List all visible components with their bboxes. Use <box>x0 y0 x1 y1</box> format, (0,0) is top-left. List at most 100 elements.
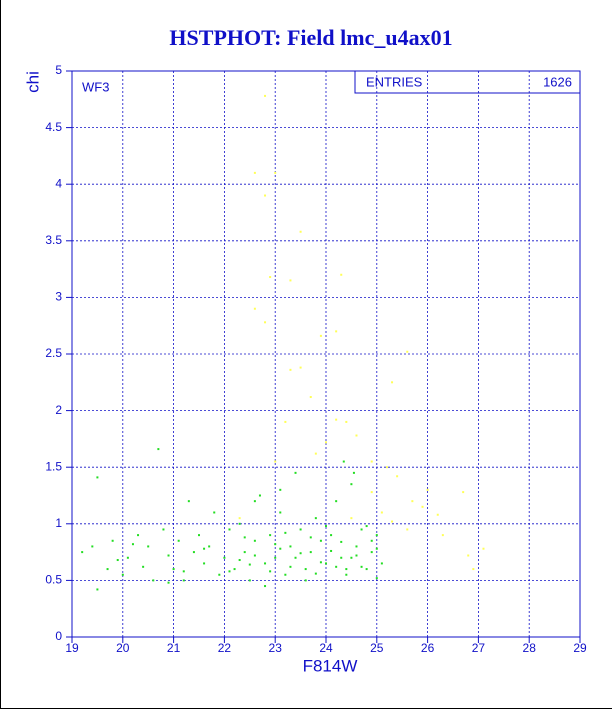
point <box>116 559 119 562</box>
point <box>352 471 355 474</box>
point <box>81 551 84 554</box>
point <box>253 307 256 310</box>
point <box>111 539 114 542</box>
y-tick-label: 0 <box>55 629 62 643</box>
point <box>253 539 256 542</box>
point <box>243 536 246 539</box>
point <box>360 528 363 531</box>
point <box>380 562 383 565</box>
point <box>223 556 226 559</box>
point <box>325 525 327 528</box>
point <box>279 547 282 550</box>
point <box>309 396 312 399</box>
point <box>177 539 180 542</box>
point <box>350 483 353 486</box>
point <box>274 556 277 559</box>
stats-value: 1626 <box>543 74 572 89</box>
point <box>253 554 256 557</box>
y-tick-label: 3 <box>55 290 62 304</box>
x-tick-label: 29 <box>573 641 587 655</box>
point <box>380 511 383 514</box>
y-tick-label: 2.5 <box>45 346 62 360</box>
point <box>319 539 322 542</box>
point <box>330 534 333 537</box>
point <box>385 466 388 469</box>
point <box>264 585 267 588</box>
point <box>370 551 373 554</box>
point <box>345 573 348 576</box>
x-tick-label: 21 <box>167 641 181 655</box>
point <box>279 511 282 514</box>
point <box>467 554 470 557</box>
y-axis-label: chi <box>23 71 42 93</box>
point <box>96 476 99 479</box>
point <box>355 545 358 548</box>
point <box>436 513 439 516</box>
point <box>167 581 170 584</box>
point <box>208 545 211 548</box>
point <box>162 528 165 531</box>
point <box>238 522 241 525</box>
x-tick-label: 27 <box>472 641 486 655</box>
point <box>335 418 338 421</box>
point <box>147 545 150 548</box>
point <box>213 511 216 514</box>
point <box>340 556 343 559</box>
point <box>294 556 297 559</box>
stats-label: ENTRIES <box>366 74 423 89</box>
point <box>284 420 287 423</box>
point <box>350 517 353 520</box>
point <box>345 420 348 423</box>
point <box>228 528 231 531</box>
point <box>106 568 109 571</box>
point <box>269 276 272 279</box>
point <box>289 368 292 371</box>
point <box>355 554 358 557</box>
point <box>340 540 343 543</box>
x-tick-label: 22 <box>218 641 232 655</box>
x-axis-label: F814W <box>303 656 358 675</box>
point <box>345 568 348 571</box>
point <box>258 494 261 497</box>
point <box>126 556 129 559</box>
point <box>335 565 338 568</box>
point <box>304 579 307 582</box>
x-tick-label: 26 <box>421 641 435 655</box>
point <box>238 559 241 562</box>
point <box>304 568 307 571</box>
point <box>157 448 160 451</box>
y-tick-label: 4 <box>55 176 62 190</box>
chart-title: HSTPHOT: Field lmc_u4ax01 <box>169 25 452 50</box>
point <box>121 573 124 576</box>
point <box>264 321 267 324</box>
x-tick-label: 25 <box>370 641 384 655</box>
point <box>314 452 317 455</box>
plot-frame <box>71 70 581 638</box>
y-tick-label: 5 <box>55 63 62 77</box>
point <box>299 230 302 233</box>
point <box>269 570 272 573</box>
point <box>218 573 221 576</box>
point <box>243 551 246 554</box>
point <box>274 460 277 463</box>
point <box>131 543 134 546</box>
point <box>167 554 170 557</box>
point <box>340 273 343 276</box>
point <box>182 579 185 582</box>
point <box>309 551 312 554</box>
y-tick-label: 4.5 <box>45 120 62 134</box>
x-tick-label: 20 <box>116 641 130 655</box>
point <box>319 334 322 337</box>
point <box>325 441 327 444</box>
panel-label: WF3 <box>82 79 109 94</box>
point <box>365 525 368 528</box>
point <box>426 488 429 491</box>
point <box>248 579 251 582</box>
point <box>375 547 378 550</box>
x-tick-label: 24 <box>319 641 333 655</box>
x-tick-label: 23 <box>269 641 283 655</box>
point <box>472 568 475 571</box>
y-tick-label: 2 <box>55 403 62 417</box>
y-tick-label: 0.5 <box>45 573 62 587</box>
